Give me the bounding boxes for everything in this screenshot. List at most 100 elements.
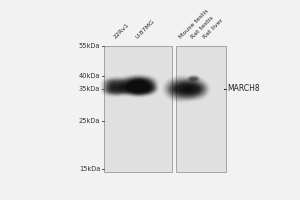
Ellipse shape (134, 82, 143, 90)
Ellipse shape (122, 84, 155, 96)
Text: 55kDa: 55kDa (79, 43, 100, 49)
Ellipse shape (130, 81, 147, 86)
Ellipse shape (107, 83, 126, 89)
Ellipse shape (135, 83, 142, 89)
Ellipse shape (121, 84, 156, 97)
Ellipse shape (122, 80, 155, 92)
Ellipse shape (108, 79, 125, 84)
Ellipse shape (108, 84, 125, 89)
Ellipse shape (110, 87, 123, 91)
Ellipse shape (105, 85, 128, 93)
Ellipse shape (125, 79, 152, 88)
Ellipse shape (119, 80, 158, 95)
Ellipse shape (129, 78, 149, 84)
Ellipse shape (132, 84, 145, 88)
Bar (176, 46, 226, 172)
Ellipse shape (167, 80, 196, 98)
Text: Rat liver: Rat liver (202, 18, 224, 40)
Ellipse shape (104, 79, 129, 88)
Ellipse shape (183, 82, 205, 96)
Ellipse shape (134, 81, 144, 91)
Ellipse shape (175, 86, 188, 92)
Ellipse shape (122, 83, 155, 95)
Ellipse shape (189, 76, 198, 81)
Ellipse shape (132, 88, 145, 92)
Ellipse shape (172, 83, 191, 95)
Ellipse shape (132, 86, 145, 89)
Ellipse shape (107, 86, 126, 92)
Ellipse shape (102, 81, 131, 91)
Ellipse shape (127, 84, 150, 92)
Ellipse shape (107, 89, 126, 95)
Ellipse shape (119, 81, 158, 96)
Ellipse shape (185, 84, 202, 94)
Text: U-87MG: U-87MG (135, 19, 156, 40)
Ellipse shape (164, 77, 199, 101)
Ellipse shape (163, 76, 200, 102)
Ellipse shape (107, 81, 126, 87)
Text: 40kDa: 40kDa (79, 73, 100, 79)
Ellipse shape (104, 85, 129, 93)
Ellipse shape (102, 79, 131, 89)
Ellipse shape (105, 80, 128, 87)
Ellipse shape (121, 74, 156, 88)
Ellipse shape (184, 83, 203, 95)
Ellipse shape (190, 77, 198, 81)
Ellipse shape (121, 81, 156, 94)
Ellipse shape (130, 85, 147, 90)
Ellipse shape (170, 82, 193, 96)
Ellipse shape (129, 86, 149, 92)
Ellipse shape (188, 86, 200, 92)
Text: 25kDa: 25kDa (79, 118, 100, 124)
Ellipse shape (132, 79, 145, 94)
Ellipse shape (166, 78, 197, 100)
Ellipse shape (125, 86, 152, 95)
Text: 35kDa: 35kDa (79, 86, 100, 92)
Ellipse shape (122, 78, 155, 90)
Ellipse shape (127, 85, 150, 93)
Text: Mouse testis: Mouse testis (178, 9, 210, 40)
Ellipse shape (124, 84, 153, 94)
Ellipse shape (127, 82, 150, 90)
Ellipse shape (129, 84, 149, 91)
Ellipse shape (124, 81, 153, 92)
Ellipse shape (179, 78, 208, 100)
Ellipse shape (124, 82, 153, 93)
Ellipse shape (104, 82, 129, 91)
Ellipse shape (130, 84, 147, 89)
Ellipse shape (121, 77, 156, 90)
Ellipse shape (173, 84, 190, 93)
Ellipse shape (124, 85, 153, 96)
Ellipse shape (129, 83, 149, 90)
Ellipse shape (130, 88, 147, 93)
Ellipse shape (108, 81, 125, 86)
Ellipse shape (102, 87, 131, 97)
Ellipse shape (101, 83, 132, 94)
Ellipse shape (119, 76, 158, 91)
Text: Rat testis: Rat testis (190, 16, 215, 40)
Ellipse shape (169, 81, 194, 97)
Ellipse shape (122, 82, 155, 94)
Ellipse shape (178, 77, 210, 101)
Bar (104, 46, 172, 172)
Ellipse shape (127, 80, 150, 88)
Ellipse shape (127, 77, 150, 85)
Text: 22Rv1: 22Rv1 (113, 23, 130, 40)
Ellipse shape (105, 78, 128, 85)
Ellipse shape (125, 83, 152, 92)
Ellipse shape (122, 75, 155, 87)
Text: 15kDa: 15kDa (79, 166, 100, 172)
Ellipse shape (121, 80, 156, 93)
Ellipse shape (110, 85, 123, 88)
Ellipse shape (121, 82, 156, 96)
Ellipse shape (130, 86, 147, 91)
Ellipse shape (110, 79, 123, 83)
Ellipse shape (180, 79, 207, 99)
Ellipse shape (129, 80, 149, 87)
Ellipse shape (132, 87, 145, 91)
Ellipse shape (188, 76, 199, 82)
Ellipse shape (104, 87, 129, 96)
Ellipse shape (124, 78, 153, 89)
Ellipse shape (187, 75, 201, 83)
Ellipse shape (187, 85, 201, 93)
